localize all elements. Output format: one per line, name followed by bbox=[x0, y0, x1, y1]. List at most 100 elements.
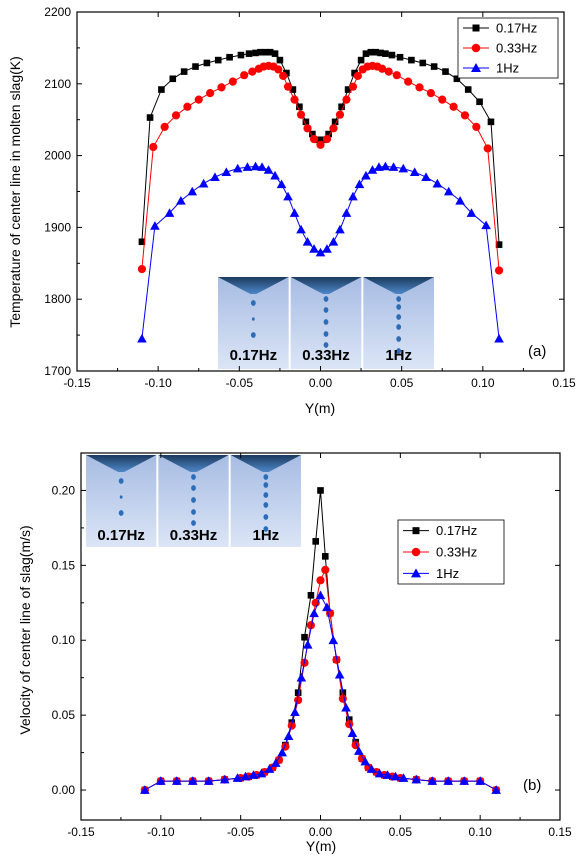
velocity-data-point bbox=[290, 707, 300, 716]
temperature-panel-label: (a) bbox=[528, 343, 546, 360]
temperature-data-point bbox=[378, 64, 387, 73]
velocity-legend: 0.17Hz 0.33Hz 1Hz bbox=[397, 519, 505, 585]
velocity-data-point bbox=[338, 694, 347, 703]
temperature-data-point bbox=[409, 167, 420, 176]
velocity-legend-label: 0.33Hz bbox=[436, 545, 477, 560]
temperature-data-point bbox=[449, 102, 458, 111]
temperature-data-point bbox=[388, 51, 396, 59]
velocity-legend-marker bbox=[412, 527, 420, 535]
velocity-legend-item-1: 0.17Hz bbox=[403, 523, 477, 538]
velocity-inset-label-1: 0.17Hz bbox=[97, 527, 145, 544]
velocity-x-tick-label: 0.10 bbox=[468, 825, 492, 839]
temperature-data-point bbox=[438, 95, 447, 104]
velocity-data-point bbox=[334, 669, 345, 679]
temperature-legend-marker bbox=[471, 43, 481, 53]
velocity-data-point bbox=[374, 768, 385, 778]
temperature-data-point bbox=[392, 71, 401, 80]
velocity-data-point bbox=[307, 592, 315, 599]
temperature-chart: 0.17Hz 0.33Hz 1Hz -0.15 -0.10 -0.05 0.00 0.05 0… bbox=[7, 5, 576, 416]
velocity-panel-label: (b) bbox=[523, 777, 541, 794]
velocity-data-point bbox=[354, 746, 364, 755]
temperature-inset: 0.17Hz 0.33Hz 1Hz bbox=[218, 277, 434, 369]
temperature-x-tick-label: -0.10 bbox=[144, 376, 172, 390]
velocity-y-tick-label: 0.15 bbox=[52, 558, 76, 572]
temperature-data-point bbox=[388, 162, 399, 171]
velocity-x-tick-label: 0.05 bbox=[389, 825, 413, 839]
temperature-data-point bbox=[262, 48, 269, 56]
temperature-data-point bbox=[164, 208, 175, 217]
velocity-data-point bbox=[302, 639, 313, 649]
temperature-data-point bbox=[354, 179, 365, 189]
temperature-legend-label: 1Hz bbox=[496, 61, 519, 76]
temperature-data-point bbox=[283, 191, 293, 201]
velocity-inset-image-2: 0.33Hz bbox=[158, 455, 229, 547]
temperature-data-point bbox=[325, 130, 332, 138]
velocity-legend-item-2: 0.33Hz bbox=[403, 545, 477, 560]
temperature-data-point bbox=[430, 63, 438, 70]
temperature-data-point bbox=[483, 144, 492, 153]
velocity-data-point bbox=[306, 621, 316, 630]
velocity-data-point bbox=[341, 702, 351, 712]
temperature-data-point bbox=[274, 65, 283, 74]
temperature-data-point bbox=[322, 244, 332, 253]
velocity-series-line bbox=[144, 594, 497, 791]
temperature-x-axis-label: Y(m) bbox=[305, 400, 335, 416]
temperature-data-point bbox=[296, 103, 303, 111]
temperature-data-point bbox=[494, 333, 504, 343]
velocity-data-point bbox=[411, 774, 422, 784]
temperature-data-point bbox=[408, 56, 415, 64]
temperature-data-point bbox=[357, 56, 365, 64]
velocity-data-point bbox=[203, 776, 214, 785]
temperature-data-point bbox=[283, 82, 293, 91]
temperature-data-point bbox=[472, 122, 481, 131]
temperature-data-point bbox=[180, 68, 188, 75]
velocity-data-point bbox=[475, 776, 485, 785]
temperature-inset-label-1: 0.17Hz bbox=[230, 347, 278, 364]
temperature-data-point bbox=[442, 68, 449, 75]
temperature-data-point bbox=[380, 161, 391, 171]
temperature-data-point bbox=[367, 165, 378, 174]
velocity-data-point bbox=[382, 770, 393, 779]
velocity-data-point bbox=[360, 756, 371, 766]
temperature-data-point bbox=[198, 178, 209, 188]
temperature-data-point bbox=[455, 196, 465, 205]
temperature-data-point bbox=[315, 247, 326, 257]
temperature-data-point bbox=[335, 110, 345, 119]
velocity-series-2 bbox=[140, 565, 501, 795]
temperature-data-point bbox=[398, 163, 409, 173]
temperature-data-point bbox=[374, 162, 384, 171]
velocity-data-point bbox=[321, 565, 330, 574]
temperature-data-point bbox=[353, 71, 362, 81]
temperature-data-point bbox=[289, 86, 297, 93]
temperature-y-tick-label: 1700 bbox=[44, 364, 71, 378]
temperature-data-point bbox=[228, 77, 237, 86]
temperature-data-point bbox=[476, 98, 483, 106]
velocity-legend-item-3: 1Hz bbox=[403, 566, 459, 581]
velocity-data-point bbox=[366, 764, 377, 773]
temperature-series-1 bbox=[138, 48, 503, 248]
temperature-data-point bbox=[348, 82, 358, 91]
temperature-data-point bbox=[257, 48, 264, 56]
temperature-legend-item-3: 1Hz bbox=[463, 61, 519, 76]
velocity-data-point bbox=[345, 720, 354, 729]
temperature-data-point bbox=[271, 50, 279, 57]
temperature-data-point bbox=[384, 67, 393, 76]
temperature-legend-item-1: 0.17Hz bbox=[463, 21, 537, 36]
velocity-data-point bbox=[459, 776, 469, 785]
temperature-y-tick-label: 2000 bbox=[44, 149, 71, 163]
temperature-data-point bbox=[460, 111, 470, 120]
velocity-data-point bbox=[309, 608, 319, 618]
temperature-data-point bbox=[481, 220, 491, 230]
velocity-series-3 bbox=[140, 590, 501, 794]
temperature-data-point bbox=[240, 71, 249, 80]
temperature-data-point bbox=[276, 179, 287, 189]
temperature-data-point bbox=[176, 196, 186, 205]
temperature-data-point bbox=[361, 170, 371, 180]
velocity-data-point bbox=[172, 776, 182, 785]
velocity-x-axis-label: Y(m) bbox=[306, 838, 336, 854]
temperature-series-3 bbox=[137, 161, 504, 343]
velocity-axes: -0.15 -0.10 -0.05 0.00 0.05 0.10 0.15 0.00 0.05 0… bbox=[52, 452, 572, 839]
temperature-data-point bbox=[351, 69, 358, 77]
temperature-data-point bbox=[341, 208, 352, 217]
velocity-data-point bbox=[240, 771, 251, 781]
